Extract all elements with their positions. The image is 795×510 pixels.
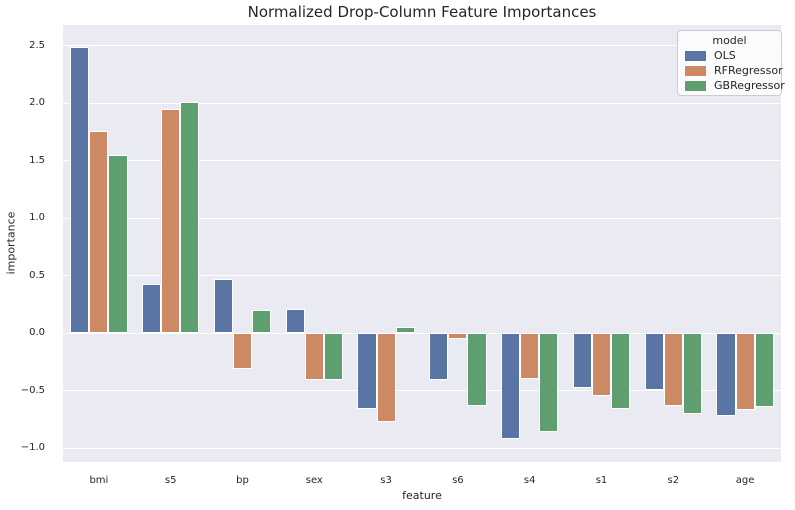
x-axis-label: feature <box>402 489 442 502</box>
gridline-y--1 <box>63 447 781 449</box>
bar-GBRegressor-bp <box>252 310 272 334</box>
bar-GBRegressor-s1 <box>611 333 631 410</box>
bar-RFRegressor-s2 <box>663 333 683 406</box>
legend-swatch-RFRegressor <box>685 65 706 76</box>
bar-GBRegressor-age <box>754 333 774 407</box>
bar-RFRegressor-s5 <box>161 108 181 334</box>
legend-item-RFRegressor: RFRegressor <box>678 63 783 78</box>
bar-GBRegressor-s6 <box>467 333 487 406</box>
gridline-y-0 <box>63 332 781 334</box>
y-tick-label: 0.5 <box>29 269 45 281</box>
gridline-y-0.5 <box>63 275 781 277</box>
x-tick-label-s2: s2 <box>667 475 680 486</box>
bar-RFRegressor-sex <box>304 333 324 381</box>
legend-item-GBRegressor: GBRegressor <box>678 78 785 93</box>
bar-OLS-s2 <box>644 333 664 390</box>
bar-OLS-s5 <box>141 283 162 334</box>
bar-RFRegressor-bmi <box>89 130 109 334</box>
bar-OLS-sex <box>285 309 305 334</box>
bar-GBRegressor-s2 <box>682 333 702 414</box>
x-tick-label-sex: sex <box>305 475 323 486</box>
bar-RFRegressor-s6 <box>448 333 468 339</box>
bar-RFRegressor-bp <box>232 333 253 369</box>
legend-items: OLS RFRegressor GBRegressor <box>678 48 785 93</box>
bar-OLS-s3 <box>357 333 377 410</box>
gridline-y-2.5 <box>63 45 781 47</box>
bar-GBRegressor-bmi <box>108 154 128 334</box>
x-tick-label-s3: s3 <box>380 475 392 486</box>
y-tick-label: 2.0 <box>29 97 45 109</box>
x-tick-label-s5: s5 <box>164 475 177 486</box>
x-tick-label-s6: s6 <box>452 475 464 486</box>
bar-RFRegressor-s1 <box>591 333 612 397</box>
x-tick-label-bp: bp <box>236 475 249 486</box>
legend-title: model <box>712 34 747 47</box>
x-axis-ticks: bmi s5 bp sex s3 s6 s4 s1 s2 age <box>63 462 781 488</box>
bar-OLS-s6 <box>429 333 449 381</box>
bar-OLS-s4 <box>500 333 521 439</box>
legend-swatch-GBRegressor <box>685 80 706 91</box>
bar-GBRegressor-sex <box>323 333 343 381</box>
x-tick-label-bmi: bmi <box>89 475 109 486</box>
legend-label: OLS <box>714 48 736 62</box>
legend-swatch-OLS <box>685 50 706 61</box>
y-tick-label: −0.5 <box>20 384 45 396</box>
bar-RFRegressor-s4 <box>520 333 540 380</box>
gridline-y--0.5 <box>63 390 781 392</box>
bar-OLS-s1 <box>572 333 592 389</box>
legend-label: GBRegressor <box>714 78 785 92</box>
gridline-y-1 <box>63 217 781 219</box>
gridline-y-1.5 <box>63 160 781 162</box>
gridline-y-2 <box>63 102 781 104</box>
legend-label: RFRegressor <box>714 63 783 77</box>
bar-RFRegressor-s3 <box>376 333 396 422</box>
y-tick-label: −1.0 <box>20 442 45 454</box>
bar-GBRegressor-s5 <box>180 102 200 334</box>
legend: model OLS RFRegressor GBRegressor <box>677 30 785 96</box>
y-tick-label: 1.0 <box>29 212 45 224</box>
bar-GBRegressor-s3 <box>395 327 415 334</box>
x-tick-label-age: age <box>735 475 755 486</box>
bar-OLS-bmi <box>70 46 90 334</box>
bar-RFRegressor-age <box>735 333 755 411</box>
y-tick-label: 0.0 <box>29 327 45 339</box>
bar-OLS-bp <box>213 279 233 334</box>
bar-GBRegressor-s4 <box>539 333 559 433</box>
bar-OLS-age <box>716 333 736 416</box>
y-tick-label: 1.5 <box>29 154 45 166</box>
chart-title: Normalized Drop-Column Feature Importanc… <box>247 3 597 21</box>
legend-item-OLS: OLS <box>678 48 781 63</box>
x-tick-label-s4: s4 <box>523 475 536 486</box>
x-tick-label-s1: s1 <box>595 475 608 486</box>
y-tick-label: 2.5 <box>29 39 45 51</box>
plot-area <box>63 25 781 462</box>
y-axis-ticks: 2.5 2.0 1.5 1.0 0.5 0.0 −0.5 −1.0 <box>0 25 56 462</box>
